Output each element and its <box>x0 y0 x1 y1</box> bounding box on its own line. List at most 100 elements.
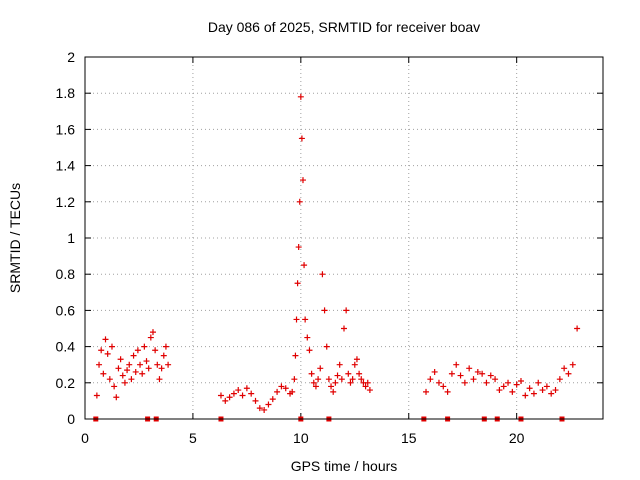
data-point <box>154 361 161 368</box>
data-point <box>349 376 356 383</box>
data-point <box>517 377 524 384</box>
data-point <box>252 397 259 404</box>
data-point <box>308 370 315 377</box>
data-point <box>492 376 499 383</box>
data-point <box>98 347 105 354</box>
y-tick-label: 0.6 <box>56 302 76 318</box>
data-point <box>297 93 304 100</box>
data-point <box>319 271 326 278</box>
data-point <box>440 383 447 390</box>
data-point <box>158 365 165 372</box>
data-point <box>100 370 107 377</box>
data-point <box>496 387 503 394</box>
data-point <box>479 370 486 377</box>
data-point <box>565 370 572 377</box>
data-point <box>347 379 354 386</box>
data-point <box>299 177 306 184</box>
data-point <box>561 365 568 372</box>
data-point <box>239 392 246 399</box>
x-tick-label: 5 <box>189 430 197 446</box>
data-point <box>143 358 150 365</box>
data-point <box>548 390 555 397</box>
data-point <box>351 361 358 368</box>
data-point <box>448 370 455 377</box>
data-point <box>356 370 363 377</box>
data-point <box>487 372 494 379</box>
data-point <box>330 388 337 395</box>
data-point <box>226 394 233 401</box>
data-point <box>366 387 373 394</box>
y-tick-label: 1 <box>67 230 75 246</box>
y-tick-label: 1.6 <box>56 121 76 137</box>
data-point <box>444 388 451 395</box>
data-point <box>334 372 341 379</box>
y-tick-label: 0.8 <box>56 266 76 282</box>
data-point <box>332 379 339 386</box>
data-point <box>147 334 154 341</box>
data-point <box>293 316 300 323</box>
data-point <box>282 385 289 392</box>
data-point <box>466 365 473 372</box>
data-point <box>289 388 296 395</box>
data-point <box>145 365 152 372</box>
data-point <box>126 361 133 368</box>
data-point <box>128 376 135 383</box>
data-point <box>328 383 335 390</box>
data-point <box>539 387 546 394</box>
data-point <box>315 376 322 383</box>
data-point <box>274 388 281 395</box>
data-point <box>141 343 148 350</box>
data-point <box>543 383 550 390</box>
data-point <box>526 385 533 392</box>
chart-title: Day 086 of 2025, SRMTID for receiver boa… <box>208 19 480 35</box>
data-point <box>256 405 263 412</box>
data-point <box>230 390 237 397</box>
x-tick-label: 10 <box>293 430 309 446</box>
y-tick-label: 2 <box>67 49 75 65</box>
data-point <box>130 352 137 359</box>
grid <box>85 57 603 419</box>
data-point <box>364 379 371 386</box>
data-point <box>160 352 167 359</box>
data-point <box>556 376 563 383</box>
data-point <box>96 361 103 368</box>
data-point <box>108 343 115 350</box>
y-tick-label: 1.2 <box>56 194 76 210</box>
data-point <box>301 262 308 269</box>
x-tick-label: 15 <box>401 430 417 446</box>
data-point <box>505 379 512 386</box>
y-tick-label: 0.4 <box>56 339 76 355</box>
data-point <box>522 392 529 399</box>
data-point <box>134 347 141 354</box>
data-point <box>121 379 128 386</box>
data-point <box>139 370 146 377</box>
data-point <box>162 343 169 350</box>
data-point <box>217 392 224 399</box>
data-point <box>345 370 352 377</box>
data-point <box>306 347 313 354</box>
data-point <box>310 379 317 386</box>
data-point <box>435 379 442 386</box>
data-point <box>321 307 328 314</box>
data-point <box>269 396 276 403</box>
data-point <box>295 244 302 251</box>
data-point <box>474 368 481 375</box>
data-point <box>102 336 109 343</box>
plot-frame <box>84 56 604 420</box>
y-tick-label: 1.4 <box>56 158 76 174</box>
data-point <box>338 376 345 383</box>
data-point <box>574 325 581 332</box>
data-point <box>113 394 120 401</box>
data-point <box>353 356 360 363</box>
data-point <box>106 376 113 383</box>
data-point <box>117 356 124 363</box>
data-point <box>302 316 309 323</box>
data-point <box>513 381 520 388</box>
data-point <box>165 361 172 368</box>
data-point <box>569 361 576 368</box>
data-point <box>93 392 100 399</box>
data-point <box>292 352 299 359</box>
data-point <box>341 325 347 332</box>
data-point <box>261 406 268 413</box>
